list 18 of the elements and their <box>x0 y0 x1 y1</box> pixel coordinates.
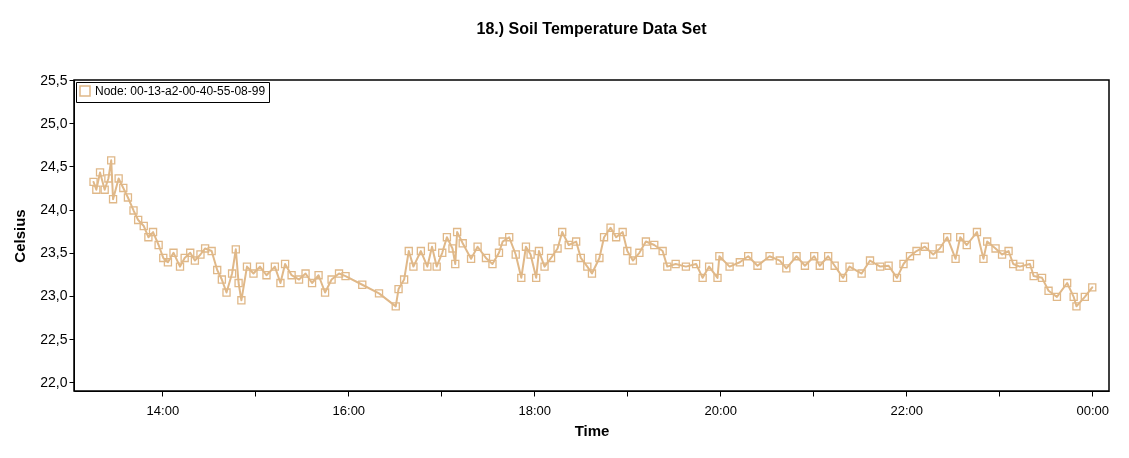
x-tick-label: 16:00 <box>332 402 366 418</box>
y-tick-label: 24,5 <box>40 157 68 174</box>
chart-title: 18.) Soil Temperature Data Set <box>476 20 708 37</box>
y-tick-label: 23,0 <box>40 287 68 304</box>
y-axis-title: Celsius <box>11 209 29 263</box>
x-tick-label: 20:00 <box>704 402 738 418</box>
y-tick-label: 22,0 <box>40 373 68 390</box>
legend-label: Node: 00-13-a2-00-40-55-08-99 <box>95 84 266 98</box>
x-axis-title: Time <box>574 421 610 439</box>
x-tick-label: 00:00 <box>1076 402 1110 418</box>
y-tick-label: 22,5 <box>40 330 68 347</box>
y-tick-label: 25,0 <box>40 114 68 131</box>
y-tick-label: 25,5 <box>40 71 68 88</box>
y-tick-label: 23,5 <box>40 244 68 261</box>
x-tick-label: 22:00 <box>890 402 924 418</box>
x-tick-label: 18:00 <box>518 402 552 418</box>
x-tick-label: 14:00 <box>146 402 180 418</box>
y-tick-label: 24,0 <box>40 201 68 218</box>
